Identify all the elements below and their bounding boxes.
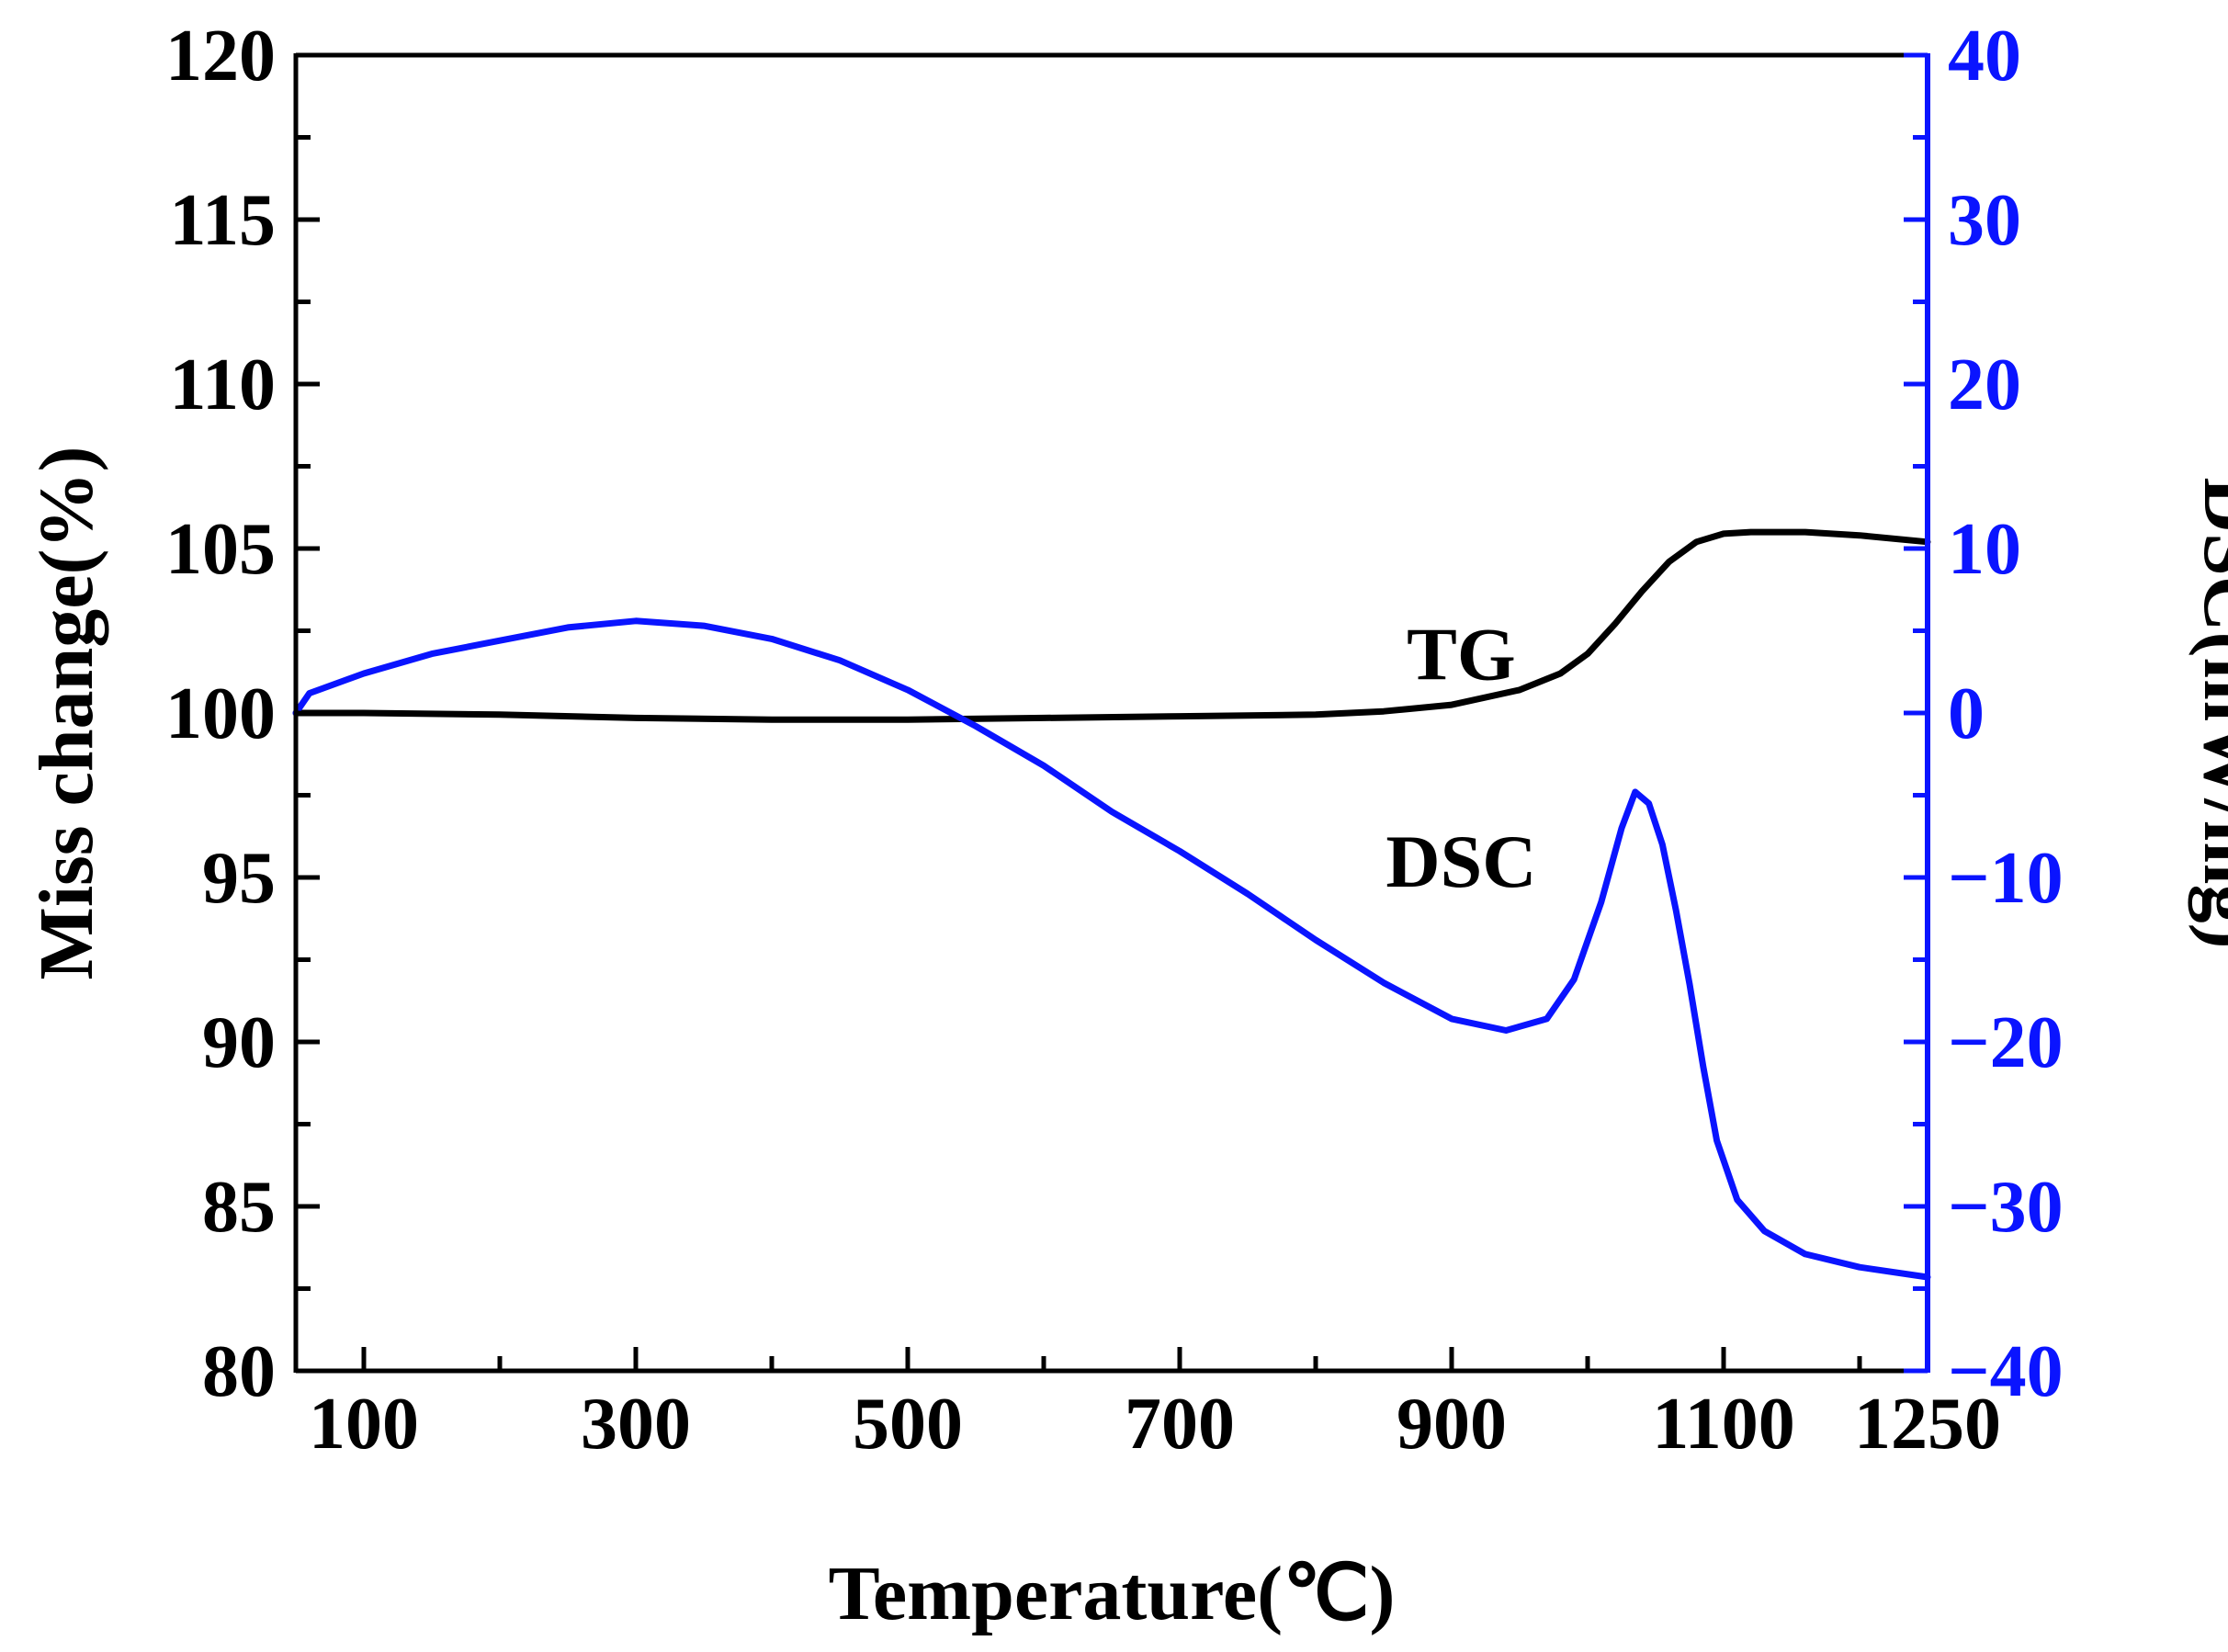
series-line-dsc (292, 617, 1931, 1281)
x-tick-label: 300 (581, 1384, 691, 1465)
annotation-dsc: DSC (1385, 820, 1536, 903)
y2-tick-label: −10 (1948, 838, 2064, 919)
y-axis-right-title: DSC(mW/mg) (2188, 477, 2228, 948)
x-tick-label: 500 (853, 1384, 963, 1465)
x-tick-label: 700 (1125, 1384, 1235, 1465)
y-tick-label: 90 (202, 1002, 276, 1083)
y2-tick-label: −20 (1948, 1002, 2064, 1083)
annotation-tg: TG (1407, 613, 1515, 696)
x-tick-label: 900 (1397, 1384, 1507, 1465)
x-tick-label: 1250 (1854, 1384, 2001, 1465)
y-tick-label: 110 (169, 345, 276, 425)
y2-tick-label: −30 (1948, 1167, 2064, 1248)
y2-tick-label: 10 (1948, 509, 2021, 590)
y-tick-label: 115 (169, 180, 276, 261)
x-tick-label: 100 (309, 1384, 419, 1465)
x-tick-label: 1100 (1652, 1384, 1795, 1465)
y-axis-right-ticks: −40 −30 −20 −10 0 10 20 30 40 (1904, 16, 2064, 1412)
x-axis-title: Temperature(℃) (829, 1551, 1396, 1636)
y-axis-left-ticks: 80 85 90 95 100 105 110 115 120 (165, 16, 320, 1412)
y2-tick-label: 30 (1948, 180, 2021, 261)
y2-tick-label: 20 (1948, 345, 2021, 425)
series-line-tg (292, 528, 1931, 723)
y-tick-label: 105 (165, 509, 276, 590)
y2-tick-label: 40 (1948, 16, 2021, 96)
y2-tick-label: 0 (1948, 673, 1985, 754)
y-axis-left-title: Miss change(%) (24, 447, 109, 980)
y-tick-label: 120 (165, 16, 276, 96)
y-tick-label: 85 (202, 1167, 276, 1248)
annotations-group: TG DSC (1385, 613, 1536, 904)
y-tick-label: 95 (202, 838, 276, 919)
x-axis-ticks: 100 300 500 700 900 1100 1250 (309, 1347, 2001, 1465)
series-group (292, 528, 1931, 1281)
y-tick-label: 80 (202, 1331, 276, 1412)
y2-tick-label: −40 (1948, 1331, 2064, 1412)
y-tick-label: 100 (165, 673, 276, 754)
